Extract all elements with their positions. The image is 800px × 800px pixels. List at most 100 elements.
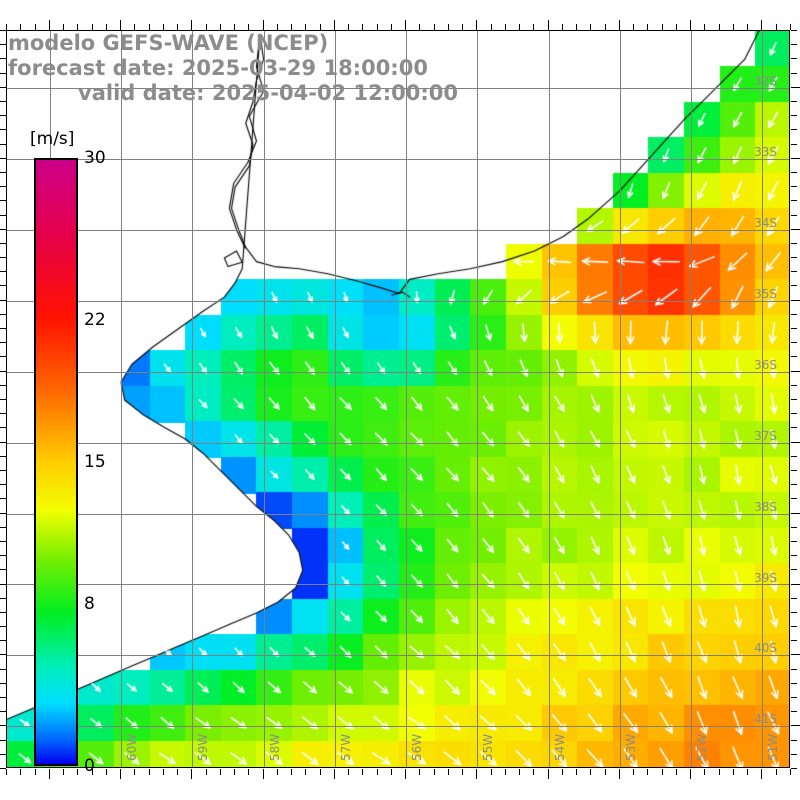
xtick-bottom [476, 769, 477, 779]
lon-label-52W: 52W [695, 733, 710, 761]
ytick-left [0, 328, 6, 329]
lat-label-41S: 41S [754, 712, 777, 727]
ytick-left [0, 87, 6, 88]
ytick-left [0, 101, 6, 102]
xtick-top [633, 24, 634, 30]
ytick-left [0, 754, 6, 755]
gridline-lat [7, 514, 789, 515]
ytick-right [791, 484, 797, 485]
lon-label-57W: 57W [338, 733, 353, 761]
ytick-right [791, 285, 797, 286]
ytick-left [0, 725, 6, 726]
xtick-top [305, 24, 306, 30]
xtick-top [163, 24, 164, 30]
ytick-left [0, 456, 6, 457]
xtick-top [747, 24, 748, 30]
ytick-right [791, 300, 800, 301]
gridline-lat [7, 443, 789, 444]
ytick-right [791, 399, 797, 400]
xtick-bottom [505, 769, 506, 775]
xtick-bottom [519, 769, 520, 775]
ytick-left [0, 129, 6, 130]
ytick-right [791, 740, 797, 741]
xtick-top [63, 24, 64, 30]
ytick-right [791, 356, 797, 357]
xtick-bottom [676, 769, 677, 775]
ytick-right [791, 669, 797, 670]
xtick-bottom [106, 769, 107, 775]
ytick-right [791, 328, 797, 329]
xtick-bottom [334, 769, 335, 779]
ytick-right [791, 30, 797, 31]
xtick-top [704, 24, 705, 30]
xtick-bottom [163, 769, 164, 775]
xtick-bottom [305, 769, 306, 775]
ytick-left [0, 513, 6, 514]
ytick-right [791, 229, 800, 230]
xtick-top [6, 24, 7, 30]
ytick-left [0, 569, 6, 570]
ytick-right [791, 44, 797, 45]
xtick-bottom [590, 769, 591, 775]
ytick-right [791, 584, 800, 585]
xtick-bottom [633, 769, 634, 775]
lon-label-58W: 58W [267, 733, 282, 761]
ytick-right [791, 626, 797, 627]
xtick-top [562, 24, 563, 30]
ytick-left [0, 740, 6, 741]
ytick-left [0, 555, 6, 556]
colorbar-tick-15: 15 [84, 452, 106, 472]
ytick-left [0, 229, 6, 230]
gridline-lat [7, 584, 789, 585]
ytick-left [0, 470, 6, 471]
xtick-top [92, 24, 93, 30]
lon-label-60W: 60W [125, 733, 140, 761]
xtick-top [647, 24, 648, 30]
xtick-top [419, 24, 420, 30]
xtick-top [761, 20, 762, 30]
ytick-left [0, 640, 6, 641]
ytick-left [0, 271, 6, 272]
ytick-right [791, 186, 797, 187]
gridline-lat [7, 88, 789, 89]
xtick-bottom [263, 769, 264, 779]
xtick-top [362, 24, 363, 30]
ytick-right [791, 115, 797, 116]
ytick-left [0, 172, 6, 173]
xtick-bottom [462, 769, 463, 775]
ytick-left [0, 669, 6, 670]
ytick-right [791, 427, 797, 428]
ytick-left [0, 356, 6, 357]
xtick-bottom [391, 769, 392, 775]
xtick-top [605, 24, 606, 30]
ytick-right [791, 158, 800, 159]
ytick-right [791, 711, 797, 712]
ytick-left [0, 683, 6, 684]
gridline-lon [477, 31, 478, 767]
xtick-bottom [191, 769, 192, 779]
xtick-top [149, 24, 150, 30]
ytick-right [791, 754, 797, 755]
xtick-top [377, 24, 378, 30]
xtick-bottom [320, 769, 321, 775]
xtick-bottom [234, 769, 235, 775]
lat-label-40S: 40S [754, 641, 777, 656]
ytick-right [791, 144, 797, 145]
lon-label-55W: 55W [481, 733, 496, 761]
xtick-bottom [20, 769, 21, 775]
xtick-bottom [6, 769, 7, 775]
xtick-top [134, 24, 135, 30]
xtick-bottom [35, 769, 36, 775]
lat-label-39S: 39S [754, 570, 777, 585]
ytick-right [791, 697, 797, 698]
xtick-top [263, 20, 264, 30]
xtick-bottom [761, 769, 762, 779]
xtick-top [519, 24, 520, 30]
ytick-right [791, 371, 800, 372]
ytick-right [791, 513, 800, 514]
gridline-lon [691, 31, 692, 767]
xtick-bottom [576, 769, 577, 775]
xtick-top [491, 24, 492, 30]
xtick-top [334, 20, 335, 30]
xtick-bottom [77, 769, 78, 775]
